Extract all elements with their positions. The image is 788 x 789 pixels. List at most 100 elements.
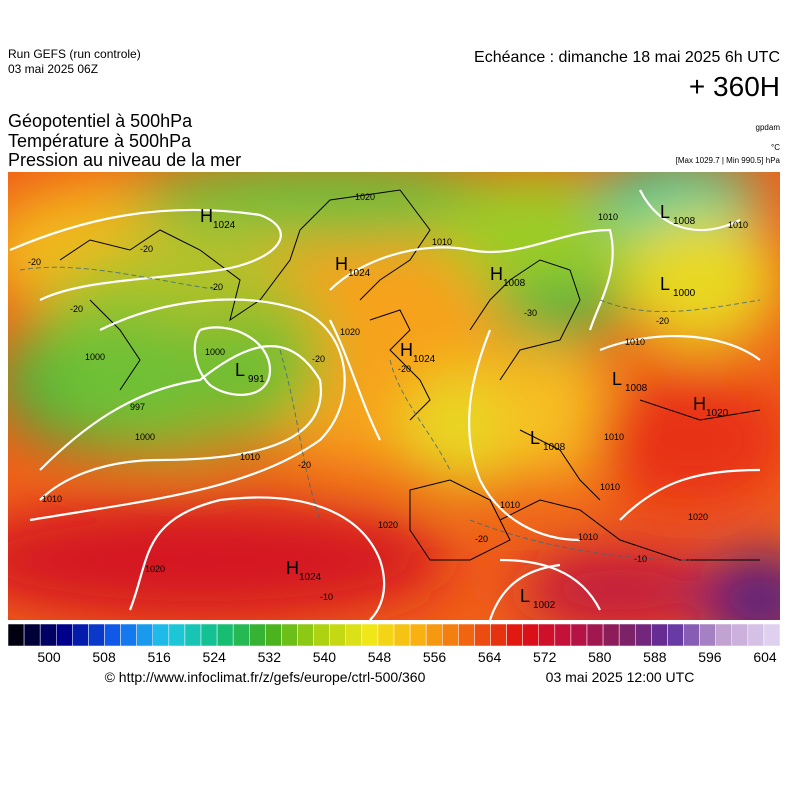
isobar-label: 1010 [578,532,598,542]
isobar-label: 1010 [240,452,260,462]
pressure-center-type: L [520,586,530,606]
colorbar-swatch [715,623,733,647]
colorbar-tick-label: 556 [423,649,447,665]
temperature-label: -20 [28,257,41,267]
temperature-label: -20 [312,354,325,364]
isobar-label: 1010 [604,432,624,442]
lead-time: + 360H [689,71,780,102]
pressure-center-value: 1008 [503,278,526,289]
pressure-center-value: 1024 [413,354,436,365]
pressure-center-type: H [335,254,348,274]
colorbar-swatch [313,623,330,647]
pressure-center-type: L [530,428,540,448]
pressure-center-value: 991 [248,374,265,385]
colorbar-swatch [635,623,652,647]
isobar-label: 1010 [598,212,618,222]
colorbar-swatch [554,623,572,647]
colorbar-swatch [361,623,379,647]
run-label: Run GEFS (run controle) [8,47,141,61]
isobar-label: 1020 [378,520,398,530]
pressure-center-value: 1008 [625,383,648,394]
forecast-time: Echéance : dimanche 18 mai 2025 6h UTC [474,49,780,66]
temperature-label: -30 [524,308,537,318]
colorbar-swatch [23,623,41,647]
colorbar-swatch [602,623,620,647]
isobar-label: 1020 [355,192,375,202]
colorbar-tick-label: 508 [92,649,116,665]
isobar-label: 1010 [600,482,620,492]
issued-time: 03 mai 2025 12:00 UTC [546,669,695,685]
isobar-label: 1010 [500,500,520,510]
pressure-center-value: 1008 [543,442,566,453]
colorbar-swatch [474,623,491,647]
pressure-center-value: 1008 [673,216,696,227]
isobar-label: 997 [130,402,145,412]
colorbar-swatch [425,623,443,647]
pressure-center-type: L [660,202,670,222]
pressure-center-value: 1024 [348,268,371,279]
colorbar-swatch [393,623,411,647]
pressure-center-type: H [490,264,503,284]
colorbar-swatch [168,623,186,647]
pressure-center-value: 1024 [213,220,236,231]
colorbar-swatch [216,623,234,647]
colorbar-swatch [232,623,250,647]
source-url: © http://www.infoclimat.fr/z/gefs/europe… [105,669,426,685]
pressure-center-type: H [286,558,299,578]
pressure-center-type: H [400,340,413,360]
colorbar-swatch [683,623,700,647]
temperature-label: -10 [634,554,647,564]
colorbar-swatch [586,623,604,647]
temperature-label: -20 [210,282,223,292]
colorbar-swatch [39,623,57,647]
pressure-center-value: 1020 [706,408,729,419]
colorbar-swatch [522,623,540,647]
colorbar-swatch [345,623,363,647]
isobar-label: 1000 [205,347,225,357]
colorbar-swatch [249,623,266,647]
colorbar-swatch [490,623,507,647]
colorbar-swatch [200,623,218,647]
field-name: Pression au niveau de la mer [8,150,241,170]
colorbar-swatch [265,623,282,647]
colorbar-swatch [152,623,170,647]
colorbar-swatch [329,623,346,647]
colorbar-tick-label: 540 [313,649,337,665]
colorbar-swatch [651,623,668,647]
pressure-center-type: L [660,274,670,294]
colorbar-swatch [120,623,137,647]
isobar-label: 1010 [432,237,452,247]
pressure-center-value: 1000 [673,288,696,299]
pressure-center-type: L [612,369,622,389]
colorbar-swatch [570,623,588,647]
colorbar-tick-label: 500 [37,649,61,665]
colorbar-swatch [699,623,716,647]
pressure-center-type: H [200,206,213,226]
colorbar-swatch [442,623,459,647]
colorbar-swatch [7,623,25,647]
colorbar-swatch [297,623,314,647]
colorbar-tick-label: 564 [478,649,502,665]
colorbar-swatch [667,623,684,647]
isobar-label: 1010 [42,494,62,504]
field-name: Géopotentiel à 500hPa [8,111,193,131]
colorbar-tick-label: 516 [147,649,171,665]
temperature-label: -20 [298,460,311,470]
colorbar-swatch [763,623,781,647]
colorbar-swatch [104,623,121,647]
pressure-center-value: 1002 [533,600,556,611]
colorbar-tick-label: 588 [643,649,667,665]
colorbar-tick-label: 524 [203,649,227,665]
colorbar-tick-label: 596 [698,649,722,665]
colorbar-swatch [136,623,154,647]
colorbar-swatch [184,623,202,647]
colorbar-swatch [618,623,636,647]
temperature-label: -10 [320,592,333,602]
colorbar-tick-label: 604 [753,649,777,665]
colorbar-tick-label: 548 [368,649,392,665]
colorbar-swatch [409,623,427,647]
colorbar-swatch [747,623,765,647]
